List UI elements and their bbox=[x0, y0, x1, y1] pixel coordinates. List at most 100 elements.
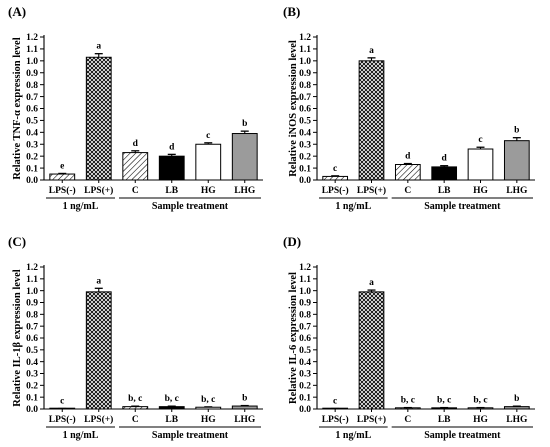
x-tick-label: LB bbox=[438, 415, 451, 425]
x-tick-label: C bbox=[404, 415, 411, 425]
y-tick-label: 0.8 bbox=[299, 81, 311, 91]
x-tick-label: HG bbox=[201, 186, 216, 196]
significance-label: c bbox=[60, 397, 64, 407]
bar bbox=[322, 175, 349, 181]
x-tick-label: C bbox=[132, 186, 139, 196]
x-tick-label: LPS(-) bbox=[322, 414, 349, 425]
x-tick-label: LHG bbox=[234, 186, 256, 196]
significance-label: b, c bbox=[165, 394, 179, 404]
y-tick-label: 0.2 bbox=[299, 152, 311, 162]
x-tick-label: LPS(-) bbox=[49, 185, 76, 196]
significance-label: e bbox=[60, 161, 64, 171]
panel-label: (D) bbox=[283, 234, 301, 249]
x-tick-label: C bbox=[132, 415, 139, 425]
y-tick-label: 0.4 bbox=[26, 129, 38, 139]
x-tick-label: LB bbox=[438, 186, 451, 196]
group-label: Sample treatment bbox=[152, 430, 229, 441]
y-tick-label: 0.3 bbox=[299, 140, 311, 150]
significance-label: c bbox=[333, 164, 337, 174]
x-tick-label: LPS(+) bbox=[357, 414, 386, 425]
y-tick-label: 0.7 bbox=[26, 93, 38, 103]
panel-label: (A) bbox=[8, 4, 26, 19]
significance-label: d bbox=[442, 154, 448, 164]
y-tick-label: 0.5 bbox=[26, 346, 38, 356]
y-tick-label: 0.1 bbox=[26, 393, 38, 403]
y-tick-label: 0.8 bbox=[26, 311, 38, 321]
y-tick-label: 0.0 bbox=[26, 176, 38, 186]
y-tick-label: 0.0 bbox=[299, 405, 311, 415]
y-tick-label: 0.3 bbox=[26, 370, 38, 380]
significance-label: b, c bbox=[201, 395, 215, 405]
bar bbox=[49, 173, 76, 181]
y-tick-label: 0.7 bbox=[299, 93, 311, 103]
y-tick-label: 0.5 bbox=[299, 346, 311, 356]
group-label: Sample treatment bbox=[424, 201, 501, 212]
significance-label: d bbox=[169, 142, 175, 152]
y-tick-label: 0.2 bbox=[26, 152, 38, 162]
x-tick-label: HG bbox=[201, 415, 216, 425]
y-tick-label: 0.2 bbox=[299, 382, 311, 392]
significance-label: c bbox=[333, 397, 337, 407]
y-tick-label: 0.8 bbox=[26, 81, 38, 91]
significance-label: c bbox=[206, 131, 210, 141]
y-tick-label: 0.1 bbox=[26, 164, 38, 174]
y-tick-label: 1.2 bbox=[26, 263, 38, 273]
y-tick-label: 0.4 bbox=[299, 358, 311, 368]
y-tick-label: 0.8 bbox=[299, 311, 311, 321]
significance-label: b bbox=[514, 126, 519, 136]
y-axis-label: Relative TNF-α expression level bbox=[12, 37, 23, 179]
x-tick-label: LB bbox=[165, 186, 178, 196]
y-tick-label: 0.6 bbox=[26, 334, 38, 344]
x-tick-label: LPS(-) bbox=[49, 414, 76, 425]
x-tick-label: LHG bbox=[234, 415, 256, 425]
y-tick-label: 0.7 bbox=[26, 322, 38, 332]
y-tick-label: 0.1 bbox=[299, 393, 311, 403]
x-tick-label: LPS(+) bbox=[84, 185, 113, 196]
y-tick-label: 0.4 bbox=[26, 358, 38, 368]
bar bbox=[231, 133, 258, 181]
y-tick-label: 1.2 bbox=[26, 33, 38, 43]
bar bbox=[431, 166, 458, 181]
y-tick-label: 0.0 bbox=[26, 405, 38, 415]
y-tick-label: 0.7 bbox=[299, 322, 311, 332]
y-tick-label: 0.9 bbox=[26, 299, 38, 309]
y-tick-label: 0.3 bbox=[26, 140, 38, 150]
bar bbox=[503, 140, 530, 181]
bar bbox=[195, 143, 222, 181]
y-tick-label: 1.2 bbox=[299, 33, 311, 43]
panel-label: (B) bbox=[283, 4, 300, 19]
y-tick-label: 0.4 bbox=[299, 129, 311, 139]
y-tick-label: 0.9 bbox=[26, 69, 38, 79]
y-axis-label: Relative iNOS expression level bbox=[288, 40, 299, 177]
y-axis-label: Relative IL-6 expression level bbox=[288, 272, 299, 404]
x-tick-label: HG bbox=[473, 186, 488, 196]
y-tick-label: 1.0 bbox=[299, 287, 311, 297]
significance-label: a bbox=[369, 278, 374, 288]
bar bbox=[85, 291, 112, 410]
y-tick-label: 1.2 bbox=[299, 263, 311, 273]
significance-label: b bbox=[242, 119, 247, 129]
significance-label: c bbox=[478, 135, 482, 145]
y-tick-label: 0.5 bbox=[26, 117, 38, 127]
significance-label: b, c bbox=[437, 396, 451, 406]
y-axis-label: Relative IL-1β expression level bbox=[12, 269, 23, 407]
bar bbox=[158, 406, 185, 410]
significance-label: a bbox=[369, 46, 374, 56]
group-label: 1 ng/mL bbox=[63, 201, 99, 212]
significance-label: b bbox=[242, 394, 247, 404]
y-tick-label: 0.6 bbox=[299, 105, 311, 115]
chart-panel: (D)Relative IL-6 expression level0.00.10… bbox=[283, 234, 535, 441]
bar bbox=[122, 406, 149, 410]
group-label: Sample treatment bbox=[424, 430, 501, 441]
y-tick-label: 0.0 bbox=[299, 176, 311, 186]
significance-label: b bbox=[514, 394, 519, 404]
x-tick-label: LPS(+) bbox=[357, 185, 386, 196]
y-tick-label: 1.1 bbox=[26, 45, 38, 55]
group-label: 1 ng/mL bbox=[335, 430, 371, 441]
y-tick-label: 0.5 bbox=[299, 117, 311, 127]
bar bbox=[231, 405, 258, 410]
y-tick-label: 0.9 bbox=[299, 299, 311, 309]
bar bbox=[85, 56, 112, 181]
